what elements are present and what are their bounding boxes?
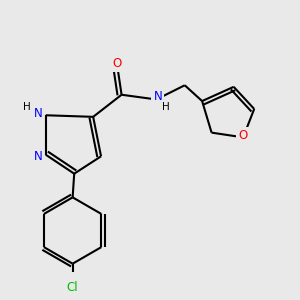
Text: N: N	[154, 90, 162, 103]
Text: H: H	[162, 102, 170, 112]
Text: Cl: Cl	[67, 281, 78, 294]
Text: O: O	[238, 129, 248, 142]
Text: H: H	[23, 102, 31, 112]
Text: O: O	[112, 57, 122, 70]
Text: N: N	[34, 107, 42, 120]
Text: N: N	[34, 150, 42, 163]
